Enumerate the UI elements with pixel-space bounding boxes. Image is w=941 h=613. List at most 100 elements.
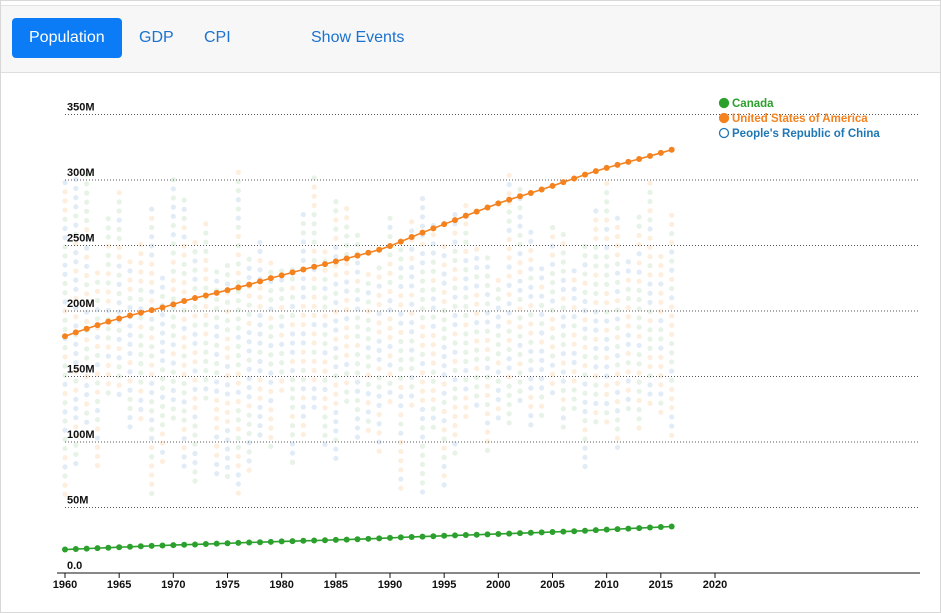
background-dot (430, 415, 436, 421)
background-dot (214, 370, 220, 376)
background-dot (593, 309, 599, 315)
background-dot (528, 275, 534, 281)
background-dot (149, 353, 155, 359)
background-dot (311, 184, 317, 190)
background-dot (127, 286, 133, 292)
background-dot (398, 283, 404, 290)
background-dot (398, 338, 404, 345)
background-dot (322, 432, 328, 438)
background-dot (127, 295, 133, 302)
background-dot (517, 287, 523, 293)
background-dot (409, 375, 415, 381)
background-dot (539, 339, 545, 345)
background-dot (170, 314, 176, 320)
background-dot (73, 295, 79, 302)
background-dot (181, 243, 187, 249)
tab-gdp[interactable]: GDP (139, 29, 174, 46)
background-dot (214, 351, 220, 358)
show-events-link[interactable]: Show Events (311, 29, 405, 46)
background-dot (528, 229, 534, 235)
background-dot (62, 427, 68, 433)
data-point-canada (83, 545, 90, 552)
background-dot (636, 232, 642, 239)
background-dot (344, 325, 350, 331)
data-point-canada (647, 524, 653, 531)
background-dot (376, 402, 382, 408)
background-dot (279, 305, 285, 311)
background-dot (409, 255, 415, 262)
background-dot (192, 432, 198, 438)
background-dot (409, 319, 415, 326)
background-dot (430, 397, 436, 403)
tab-population[interactable]: Population (12, 18, 122, 58)
background-dot (484, 420, 491, 426)
background-dot (549, 252, 556, 258)
background-dot (495, 296, 501, 302)
background-dot (333, 336, 339, 342)
background-dot (73, 396, 79, 402)
background-dot (647, 299, 653, 305)
background-dot (159, 284, 166, 290)
background-dot (430, 387, 436, 394)
background-dot (289, 367, 296, 374)
background-dot (116, 355, 122, 361)
background-dot (636, 214, 642, 220)
background-dot (235, 389, 241, 395)
background-dot (138, 315, 144, 321)
background-dot (647, 244, 653, 250)
data-point-usa (506, 196, 513, 203)
background-dot (224, 299, 231, 305)
background-dot (300, 376, 306, 383)
background-dot (441, 262, 447, 268)
background-dot (549, 390, 556, 396)
background-dot (528, 394, 534, 400)
background-dot (441, 344, 447, 350)
data-point-usa (192, 295, 198, 302)
background-dot (593, 281, 599, 287)
background-dot (593, 318, 599, 324)
background-dot (474, 283, 480, 289)
y-tick-label: 350M (67, 102, 95, 114)
series-line-usa (64, 149, 672, 338)
background-dot (419, 397, 426, 403)
background-dot (62, 418, 68, 424)
background-dot (419, 296, 426, 303)
background-dot (224, 400, 231, 406)
background-dot (181, 454, 187, 460)
background-dot (246, 302, 252, 308)
background-dot (441, 253, 447, 259)
tab-cpi[interactable]: CPI (204, 29, 231, 46)
background-dot (409, 292, 415, 298)
background-dot (474, 393, 480, 399)
background-dot (419, 489, 426, 495)
background-dot (571, 268, 577, 274)
background-dot (246, 256, 252, 262)
background-dot (333, 318, 339, 324)
background-dot (268, 370, 274, 376)
background-dot (604, 336, 610, 342)
background-dot (354, 425, 361, 431)
background-dot (279, 378, 285, 384)
background-dot (636, 388, 642, 394)
background-dot (354, 315, 361, 321)
background-dot (387, 215, 393, 221)
background-dot (539, 293, 545, 299)
data-point-usa (549, 182, 556, 189)
background-dot (398, 458, 404, 464)
background-dot (517, 251, 523, 257)
background-dot (300, 386, 306, 392)
background-dot (463, 395, 469, 401)
background-dot (387, 233, 393, 240)
background-dot (614, 380, 621, 386)
background-dot (560, 286, 566, 293)
background-dot (604, 208, 610, 214)
background-dot (235, 398, 241, 405)
data-point-usa (311, 263, 318, 270)
background-dot (235, 408, 241, 414)
background-dot (203, 386, 209, 392)
background-dot (289, 331, 296, 337)
data-point-canada (376, 535, 383, 542)
background-dot (84, 382, 90, 389)
background-dot (333, 354, 339, 361)
background-dot (322, 396, 328, 402)
